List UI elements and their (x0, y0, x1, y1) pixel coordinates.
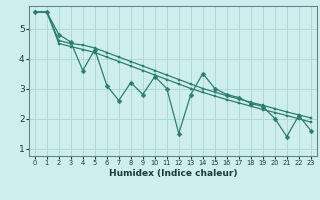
X-axis label: Humidex (Indice chaleur): Humidex (Indice chaleur) (108, 169, 237, 178)
